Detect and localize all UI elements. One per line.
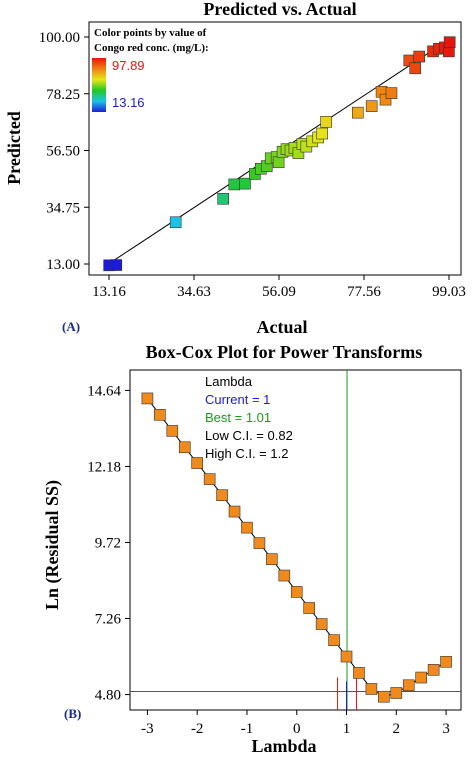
x-tick-label: 77.56 (347, 284, 381, 300)
data-point (253, 537, 266, 549)
chart-a-points (103, 36, 456, 272)
data-point (402, 679, 415, 692)
y-tick-label: 100.00 (39, 30, 80, 46)
info-heading: Lambda (205, 374, 253, 389)
data-point (203, 473, 216, 485)
data-point (427, 664, 440, 676)
chart-a-legend: Color points by value of Congo red conc.… (92, 27, 209, 112)
data-point (415, 671, 427, 684)
x-tick-label: -2 (191, 721, 204, 737)
data-point (272, 156, 285, 169)
y-tick-label: 78.25 (46, 87, 80, 103)
y-tick-label: 13.00 (46, 257, 80, 273)
data-point (328, 634, 340, 646)
x-tick-label: 3 (442, 721, 450, 737)
data-point (241, 521, 253, 534)
x-tick-label: 56.09 (262, 284, 296, 300)
chart-b-plot-area (129, 369, 462, 711)
data-point (303, 602, 315, 614)
info-best: Best = 1.01 (205, 410, 271, 425)
data-point (217, 192, 229, 205)
x-tick-label: 13.16 (92, 284, 126, 300)
y-tick-label: 14.64 (87, 383, 121, 399)
chart-a-ylabel: Predicted (4, 111, 24, 185)
x-tick-label: 1 (343, 721, 351, 737)
data-point (166, 425, 179, 437)
legend-title-line1: Color points by value of (94, 27, 207, 39)
data-point (266, 553, 278, 565)
legend-colorbar (92, 58, 106, 112)
y-tick-label: 7.26 (95, 612, 122, 628)
data-point (413, 50, 425, 63)
panel-b-label: (B) (64, 706, 81, 721)
legend-max-label: 97.89 (112, 58, 145, 73)
y-tick-label: 12.18 (87, 459, 121, 475)
data-point (228, 505, 241, 518)
x-tick-label: -3 (141, 721, 154, 737)
data-point (385, 87, 398, 99)
chart-a-plot-area (88, 21, 462, 276)
data-point (390, 687, 403, 699)
chart-a-title: Predicted vs. Actual (203, 0, 356, 19)
data-point (353, 667, 365, 679)
data-point (440, 655, 452, 668)
info-current: Current = 1 (205, 392, 270, 407)
chart-b-axes: -3 -2 -1 0 1 2 3 4.80 7.26 9.72 12.18 14.64 (87, 383, 450, 737)
data-point (315, 618, 328, 630)
chart-a-axes: 13.16 34.63 56.09 77.56 99.03 13.00 34.75 56.50… (39, 30, 466, 300)
chart-b-xlabel: Lambda (251, 736, 316, 756)
data-point (154, 409, 166, 421)
panel-a-label: (A) (62, 319, 80, 334)
data-point (443, 36, 456, 49)
y-tick-label: 9.72 (95, 535, 121, 551)
data-point (316, 127, 328, 140)
data-point (191, 457, 203, 469)
data-point (228, 178, 241, 191)
data-point (141, 392, 154, 405)
data-point (290, 586, 303, 598)
data-point (216, 489, 228, 501)
data-point (409, 62, 422, 75)
x-tick-label: 34.63 (177, 284, 211, 300)
data-point (320, 115, 332, 128)
y-tick-label: 34.75 (46, 200, 80, 216)
y-tick-label: 4.80 (95, 688, 121, 704)
data-point (110, 259, 123, 271)
info-high-ci: High C.I. = 1.2 (205, 446, 288, 461)
data-point (365, 683, 378, 695)
data-point (365, 100, 378, 112)
panel-b: Box-Cox Plot for Power Transforms -3 -2 -1… (42, 342, 462, 756)
x-tick-label: 99.03 (432, 284, 466, 300)
legend-min-label: 13.16 (112, 95, 145, 110)
x-tick-label: -1 (241, 721, 254, 737)
chart-b-info-box: Lambda Current = 1 Best = 1.01 Low C.I. … (205, 374, 293, 461)
chart-a-xlabel: Actual (257, 317, 308, 337)
chart-b-points (141, 392, 452, 703)
x-tick-label: 0 (293, 721, 301, 737)
data-point (352, 106, 364, 119)
data-point (378, 690, 390, 703)
x-tick-label: 2 (393, 721, 401, 737)
y-tick-label: 56.50 (46, 144, 80, 160)
info-low-ci: Low C.I. = 0.82 (205, 428, 293, 443)
chart-b-ylabel: Ln (Residual SS) (42, 480, 63, 610)
data-point (278, 569, 291, 582)
panel-a: Predicted vs. Actual 13.16 34.63 56.09 77.5… (4, 0, 466, 337)
legend-title-line2: Congo red conc. (mg/L): (94, 42, 209, 54)
data-point (239, 177, 251, 190)
data-point (340, 650, 353, 663)
chart-b-title: Box-Cox Plot for Power Transforms (146, 342, 423, 362)
data-point (379, 93, 392, 106)
data-point (169, 216, 182, 229)
data-point (178, 441, 191, 454)
